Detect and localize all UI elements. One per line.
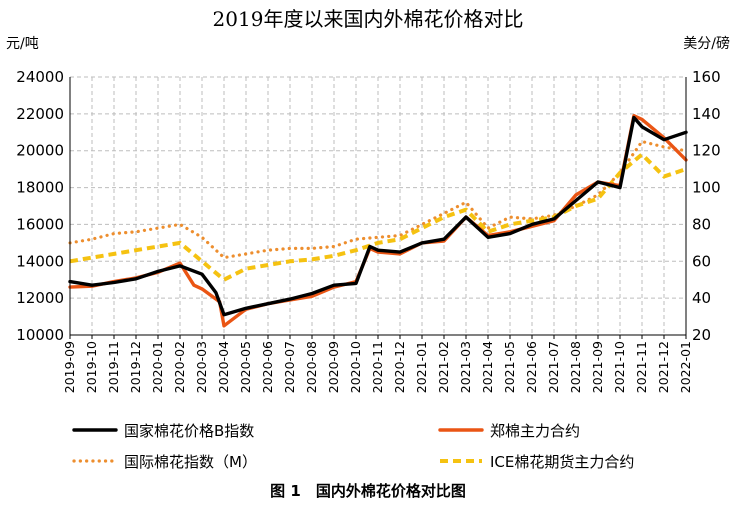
grid [69, 76, 687, 336]
x-tick-label: 2020-06 [260, 341, 275, 393]
axes: 24000 160 22000 140 20000 120 18000 100 16000 80 1… [16, 68, 720, 393]
series-line-3 [68, 139, 688, 260]
x-tick-label: 2019-12 [128, 341, 143, 393]
y-tick-right: 140 [692, 105, 721, 123]
series-line-1 [68, 115, 688, 317]
y-axis-left-label: 元/吨 [6, 36, 39, 52]
y-tick-left: 16000 [16, 215, 64, 233]
y-tick-right: 40 [692, 289, 711, 307]
x-tick-label: 2020-09 [326, 341, 341, 393]
x-tick-label: 2021-12 [656, 341, 671, 393]
y-axis-right-label: 美分/磅 [683, 35, 730, 52]
x-tick-label: 2020-07 [282, 341, 297, 393]
x-tick-label: 2020-12 [392, 341, 407, 393]
x-tick-label: 2021-08 [568, 341, 583, 393]
figure-caption: 图 1 国内外棉花价格对比图 [270, 482, 466, 500]
y-tick-right: 100 [692, 179, 721, 197]
y-tick-right: 120 [692, 142, 721, 160]
x-tick-label: 2020-10 [348, 341, 363, 393]
x-tick-label: 2019-09 [62, 341, 77, 393]
x-tick-label: 2020-02 [172, 341, 187, 393]
y-tick-left: 10000 [16, 326, 64, 344]
y-tick-left: 20000 [16, 142, 64, 160]
y-tick-left: 22000 [16, 105, 64, 123]
x-tick-label: 2020-05 [238, 341, 253, 393]
x-tick-label: 2020-04 [216, 341, 231, 393]
y-tick-right: 60 [692, 252, 711, 270]
y-tick-left: 18000 [16, 179, 64, 197]
y-tick-right: 20 [692, 326, 711, 344]
y-tick-left: 12000 [16, 289, 64, 307]
x-tick-label: 2019-11 [106, 341, 121, 393]
legend-label-1: 国家棉花价格B指数 [124, 422, 254, 440]
x-tick-label: 2021-05 [502, 341, 517, 393]
chart-title: 2019年度以来国内外棉花价格对比 [213, 7, 524, 31]
series-layer [68, 114, 688, 328]
x-tick-label: 2021-02 [436, 341, 451, 393]
x-tick-label: 2021-06 [524, 341, 539, 393]
y-tick-right: 80 [692, 215, 711, 233]
x-tick-label: 2021-04 [480, 341, 495, 393]
x-tick-label: 2020-01 [150, 341, 165, 393]
y-tick-right: 160 [692, 68, 721, 86]
series-line-4 [69, 152, 687, 282]
y-tick-left: 24000 [16, 68, 64, 86]
x-tick-label: 2020-08 [304, 341, 319, 393]
x-tick-label: 2019-10 [84, 341, 99, 393]
x-tick-label: 2021-03 [458, 341, 473, 393]
legend-label-2: 郑棉主力合约 [490, 422, 580, 440]
x-tick-label: 2022-01 [678, 341, 693, 393]
x-tick-label: 2021-11 [634, 341, 649, 393]
x-tick-label: 2021-10 [612, 341, 627, 393]
x-tick-label: 2020-03 [194, 341, 209, 393]
x-tick-label: 2021-01 [414, 341, 429, 393]
x-tick-label: 2020-11 [370, 341, 385, 393]
legend-label-3: 国际棉花指数（M） [124, 453, 257, 471]
y-tick-left: 14000 [16, 252, 64, 270]
x-tick-label: 2021-09 [590, 341, 605, 393]
legend-label-4: ICE棉花期货主力合约 [490, 453, 634, 471]
x-tick-label: 2021-07 [546, 341, 561, 393]
